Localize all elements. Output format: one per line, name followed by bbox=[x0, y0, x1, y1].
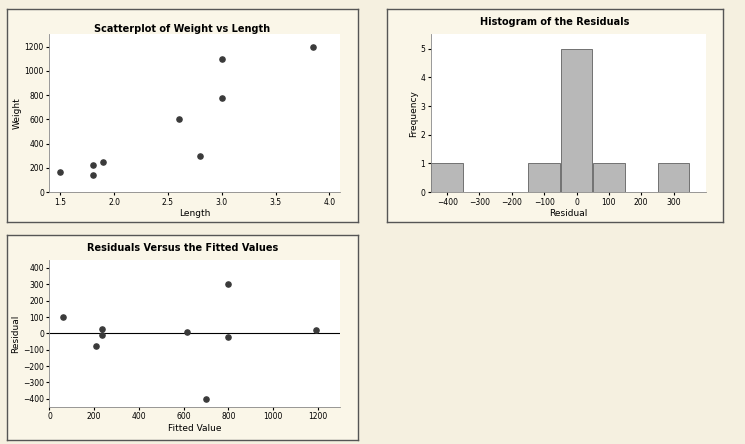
Y-axis label: Residual: Residual bbox=[11, 314, 20, 353]
Y-axis label: Weight: Weight bbox=[13, 97, 22, 129]
Point bbox=[173, 116, 185, 123]
Text: (response is Weight): (response is Weight) bbox=[139, 260, 226, 269]
Bar bbox=[593, 163, 625, 192]
Text: (response is Weight): (response is Weight) bbox=[512, 35, 598, 44]
Point bbox=[181, 328, 193, 335]
Text: Residuals Versus the Fitted Values: Residuals Versus the Fitted Values bbox=[87, 243, 278, 254]
Point bbox=[98, 158, 110, 165]
Bar bbox=[528, 163, 560, 192]
Point bbox=[57, 313, 69, 321]
Point bbox=[216, 94, 228, 101]
Point bbox=[222, 333, 234, 340]
Bar bbox=[561, 49, 592, 192]
Text: Histogram of the Residuals: Histogram of the Residuals bbox=[481, 17, 630, 28]
Point bbox=[216, 55, 228, 62]
Point bbox=[90, 343, 102, 350]
Point bbox=[96, 326, 108, 333]
Point bbox=[307, 43, 319, 50]
Point bbox=[309, 326, 321, 333]
Point bbox=[194, 152, 206, 159]
Y-axis label: Frequency: Frequency bbox=[409, 90, 418, 137]
Point bbox=[86, 171, 98, 178]
X-axis label: Fitted Value: Fitted Value bbox=[168, 424, 221, 433]
Bar bbox=[431, 163, 463, 192]
Point bbox=[86, 161, 98, 168]
Point bbox=[96, 331, 108, 338]
X-axis label: Residual: Residual bbox=[549, 210, 588, 218]
Point bbox=[200, 395, 212, 402]
Point bbox=[222, 280, 234, 287]
Text: Scatterplot of Weight vs Length: Scatterplot of Weight vs Length bbox=[95, 24, 270, 34]
Bar bbox=[658, 163, 689, 192]
Point bbox=[54, 168, 66, 175]
X-axis label: Length: Length bbox=[179, 210, 211, 218]
